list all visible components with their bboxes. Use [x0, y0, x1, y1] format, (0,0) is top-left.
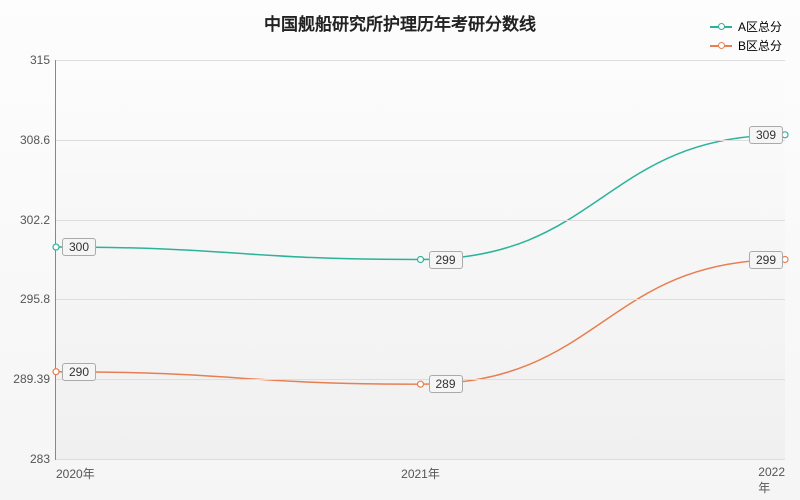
y-tick-label: 283: [30, 452, 56, 466]
grid-line: [56, 220, 785, 221]
legend-item-a: A区总分: [710, 18, 782, 35]
series-line: [56, 260, 785, 385]
legend-swatch-a: [710, 26, 732, 28]
x-tick-label: 2020年: [56, 459, 95, 482]
data-label: 309: [749, 126, 783, 144]
data-label: 299: [429, 251, 463, 269]
data-label: 299: [749, 251, 783, 269]
y-tick-label: 295.8: [20, 292, 56, 306]
legend-label-a: A区总分: [738, 18, 782, 35]
line-layer: [56, 60, 785, 459]
x-tick-label: 2021年: [401, 459, 440, 482]
data-label: 289: [429, 375, 463, 393]
legend: A区总分 B区总分: [710, 18, 782, 56]
x-tick-label: 2022年: [758, 459, 785, 496]
plot-area: 283289.39295.8302.2308.63152020年2021年202…: [55, 60, 785, 460]
legend-item-b: B区总分: [710, 37, 782, 54]
chart-container: 中国舰船研究所护理历年考研分数线 A区总分 B区总分 283289.39295.…: [0, 0, 800, 500]
data-label: 300: [62, 238, 96, 256]
data-marker: [53, 244, 59, 250]
data-label: 290: [62, 363, 96, 381]
chart-title: 中国舰船研究所护理历年考研分数线: [0, 10, 800, 35]
grid-line: [56, 60, 785, 61]
grid-line: [56, 379, 785, 380]
grid-line: [56, 299, 785, 300]
grid-line: [56, 140, 785, 141]
y-tick-label: 302.2: [20, 213, 56, 227]
data-marker: [418, 381, 424, 387]
series-line: [56, 135, 785, 260]
data-marker: [418, 257, 424, 263]
y-tick-label: 308.6: [20, 133, 56, 147]
legend-swatch-b: [710, 45, 732, 47]
legend-label-b: B区总分: [738, 37, 782, 54]
y-tick-label: 315: [30, 53, 56, 67]
y-tick-label: 289.39: [13, 372, 56, 386]
